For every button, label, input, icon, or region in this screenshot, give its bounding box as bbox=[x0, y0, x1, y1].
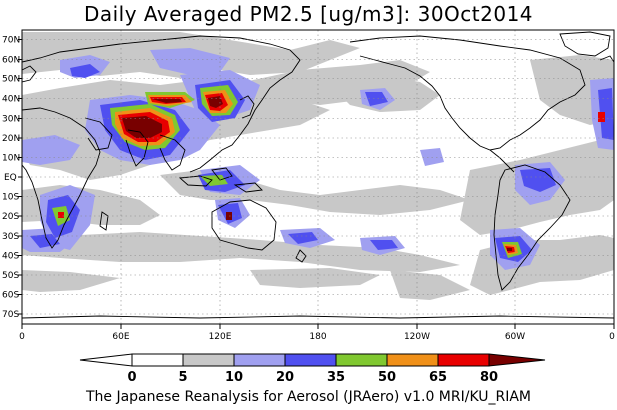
colorbar-segment-lt0 bbox=[79, 353, 133, 367]
colorbar-label: 20 bbox=[276, 370, 294, 385]
colorbar-segment-5-10 bbox=[182, 353, 235, 367]
colorbar-label: 35 bbox=[327, 370, 345, 385]
colorbar: 0 5 10 20 35 50 65 80 bbox=[79, 353, 546, 385]
lat-label: 10S bbox=[2, 193, 19, 203]
lat-label: 40S bbox=[2, 252, 19, 262]
colorbar-segment-65-80 bbox=[437, 353, 490, 367]
colorbar-label: 65 bbox=[429, 370, 447, 385]
colorbar-label: 5 bbox=[178, 370, 187, 385]
colorbar-label: 10 bbox=[225, 370, 243, 385]
lon-label: 120W bbox=[404, 332, 430, 342]
lat-label: 30S bbox=[2, 232, 19, 242]
coastlines bbox=[22, 31, 614, 319]
lon-labels: 0 60E 120E 180 120W 60W 0 bbox=[19, 332, 615, 342]
colorbar-segment-gt80 bbox=[488, 353, 546, 367]
lon-label: 180 bbox=[309, 332, 326, 342]
lat-labels: 70N 60N 50N 40N 30N 20N 10N EQ 10S 20S 3… bbox=[2, 36, 20, 321]
colorbar-label: 0 bbox=[127, 370, 136, 385]
lat-label: 70N bbox=[2, 36, 20, 46]
axis-ticks bbox=[18, 39, 615, 329]
source-credit: The Japanese Reanalysis for Aerosol (JRA… bbox=[85, 389, 532, 405]
lat-label: 50S bbox=[2, 271, 19, 281]
lat-label: 50N bbox=[2, 75, 20, 85]
lat-label: 60S bbox=[2, 291, 19, 301]
lon-label: 0 bbox=[609, 332, 615, 342]
lat-label: 20S bbox=[2, 212, 19, 222]
lon-label: 60E bbox=[112, 332, 129, 342]
lon-label: 120E bbox=[209, 332, 232, 342]
lat-label: 40N bbox=[2, 95, 20, 105]
field-gt-80 bbox=[122, 96, 512, 251]
lat-label: 60N bbox=[2, 56, 20, 66]
lat-label: 10N bbox=[2, 154, 20, 164]
colorbar-segment-0-5 bbox=[131, 353, 184, 367]
colorbar-segment-10-20 bbox=[233, 353, 286, 367]
lat-label: 20N bbox=[2, 134, 20, 144]
lat-label: 30N bbox=[2, 115, 20, 125]
map-title: Daily Averaged PM2.5 [ug/m3]: 30Oct2014 bbox=[83, 2, 534, 26]
colorbar-segment-20-35 bbox=[284, 353, 337, 367]
colorbar-segment-35-50 bbox=[335, 353, 388, 367]
lon-label: 60W bbox=[505, 332, 525, 342]
colorbar-label: 50 bbox=[378, 370, 396, 385]
lat-label: EQ bbox=[4, 173, 17, 183]
lat-label: 70S bbox=[2, 310, 19, 320]
colorbar-label: 80 bbox=[480, 370, 498, 385]
lon-label: 0 bbox=[19, 332, 25, 342]
colorbar-segment-50-65 bbox=[386, 353, 439, 367]
